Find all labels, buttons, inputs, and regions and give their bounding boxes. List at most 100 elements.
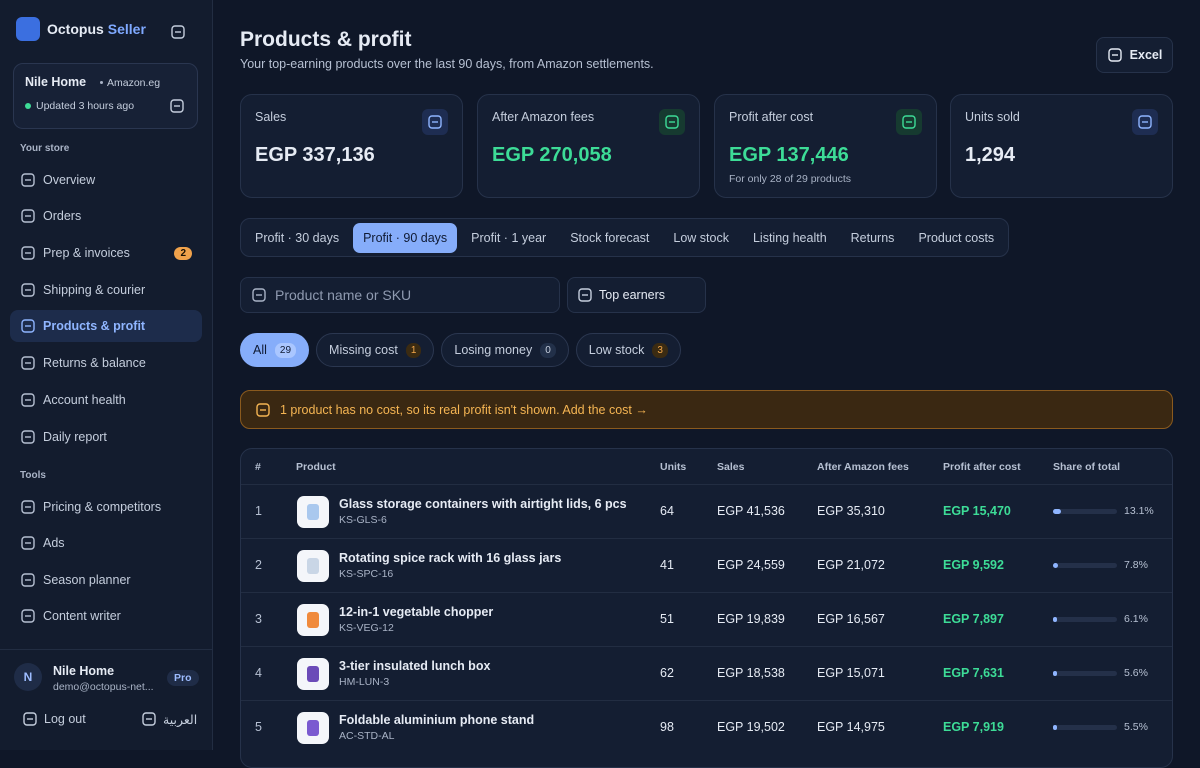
table-row[interactable]: 3 12-in-1 vegetable chopper KS-VEG-12 51 EGP…: [241, 592, 1172, 646]
product-thumbnail: [297, 604, 329, 636]
filter-chip[interactable]: Missing cost 1: [316, 333, 435, 367]
after-fees: EGP 14,975: [817, 720, 885, 734]
nav-label: Products & profit: [43, 319, 146, 333]
table-row[interactable]: 1 Glass storage containers with airtight …: [241, 484, 1172, 538]
store-card[interactable]: Nile Home Amazon.eg Updated 3 hours ago: [13, 63, 198, 129]
nav-label: Season planner: [43, 573, 131, 587]
icon: [1138, 115, 1152, 129]
tab[interactable]: Profit · 90 days: [353, 222, 458, 253]
nav-item[interactable]: Orders: [10, 200, 202, 232]
nav-label: Shipping & courier: [43, 283, 146, 297]
sort-label: Top earners: [599, 288, 666, 302]
tab[interactable]: Low stock: [673, 230, 729, 245]
product-name: Rotating spice rack with 16 glass jars: [339, 551, 562, 565]
brand-accent: Seller: [107, 21, 146, 37]
units: 64: [660, 504, 674, 518]
nav-item[interactable]: Products & profit: [10, 310, 202, 342]
product-sku: KS-GLS-6: [339, 514, 387, 526]
nav-item[interactable]: Content writer: [10, 600, 202, 632]
nav-item[interactable]: Daily report: [10, 421, 202, 453]
tab-bar: Profit · 30 days Profit · 90 days Profit ·…: [240, 218, 1010, 257]
icon: [21, 283, 35, 297]
table-row[interactable]: 5 Foldable aluminium phone stand AC-STD-AL…: [241, 700, 1172, 754]
kpi-card: Units sold 1,294: [950, 94, 1173, 198]
alert-text: 1 product has no cost, so its real profi…: [280, 402, 648, 417]
icon: [902, 115, 916, 129]
export-button[interactable]: Excel: [1096, 37, 1173, 73]
row-number: 3: [255, 612, 262, 626]
kpi-label: Profit after cost: [729, 110, 814, 124]
avatar: N: [14, 663, 42, 691]
sales: EGP 41,536: [717, 504, 785, 518]
filter-label: Missing cost: [329, 343, 398, 357]
icon: [428, 115, 442, 129]
kpi-value: EGP 270,058: [492, 144, 612, 166]
share-bar: [1053, 563, 1058, 568]
page-title: Products & profit: [240, 28, 412, 51]
filter-chip[interactable]: All 29: [240, 333, 310, 367]
section-title: Tools: [20, 470, 46, 481]
export-label: Excel: [1129, 48, 1163, 62]
tab[interactable]: Returns: [850, 230, 895, 245]
logout[interactable]: Log out: [22, 711, 86, 727]
share-label: 6.1%: [1124, 613, 1148, 625]
profit: EGP 7,919: [943, 720, 1004, 734]
share-bar: [1053, 509, 1062, 514]
table-row[interactable]: 2 Rotating spice rack with 16 glass jars K…: [241, 538, 1172, 592]
tab[interactable]: Stock forecast: [570, 230, 650, 245]
alert[interactable]: 1 product has no cost, so its real profi…: [240, 390, 1173, 429]
after-fees: EGP 16,567: [817, 612, 885, 626]
thumbnail-shape: [307, 720, 319, 736]
store-status: Updated 3 hours ago: [36, 100, 135, 112]
icon: [21, 209, 35, 223]
kpi-value: EGP 137,446: [729, 144, 849, 166]
product-sku: HM-LUN-3: [339, 676, 390, 688]
tab[interactable]: Product costs: [918, 230, 995, 245]
filter-chip[interactable]: Losing money 0: [441, 333, 569, 367]
store-marketplace: Amazon.eg: [107, 77, 161, 89]
nav-label: Daily report: [43, 430, 107, 444]
row-number: 5: [255, 720, 262, 734]
status-dot: [25, 103, 31, 109]
filter-count: 1: [405, 342, 422, 358]
filter-chip[interactable]: Low stock 3: [575, 333, 681, 367]
thumbnail-shape: [307, 612, 319, 628]
nav-item[interactable]: Pricing & competitors: [10, 491, 202, 523]
tab[interactable]: Profit · 30 days: [255, 230, 340, 245]
nav-item[interactable]: Overview: [10, 164, 202, 196]
nav-item[interactable]: Season planner: [10, 564, 202, 596]
column-header: Share of total: [1053, 461, 1121, 473]
kpi-label: After Amazon fees: [492, 110, 595, 124]
nav-label: Content writer: [43, 609, 121, 623]
nav-item[interactable]: Shipping & courier: [10, 274, 202, 306]
filter-count: 3: [652, 342, 668, 358]
kpi-note: For only 28 of 29 products: [729, 173, 851, 185]
table-row[interactable]: 4 3-tier insulated lunch box HM-LUN-3 62 EGP…: [241, 646, 1172, 700]
language[interactable]: العربية: [141, 711, 197, 727]
product-sku: AC-STD-AL: [339, 730, 395, 742]
nav-item[interactable]: Ads: [10, 527, 202, 559]
product-name: Foldable aluminium phone stand: [339, 713, 535, 727]
kpi-card: After Amazon fees EGP 270,058: [477, 94, 700, 198]
icon: [142, 712, 156, 726]
icon: [170, 99, 184, 113]
nav-item[interactable]: Returns & balance: [10, 347, 202, 379]
after-fees: EGP 21,072: [817, 558, 885, 572]
kpi-value: 1,294: [965, 144, 1016, 166]
nav-item[interactable]: Prep & invoices 2: [10, 237, 202, 269]
icon: [21, 536, 35, 550]
units: 41: [660, 558, 674, 572]
search-box[interactable]: Product name or SKU: [240, 277, 560, 313]
sort-select[interactable]: Top earners: [567, 277, 706, 313]
share-label: 5.5%: [1124, 721, 1148, 733]
row-number: 1: [255, 504, 262, 518]
brand: Octopus Seller: [47, 21, 146, 37]
filters: All 29 Missing cost 1 Losing money 0 Low stock…: [240, 333, 681, 367]
nav-item[interactable]: Account health: [10, 384, 202, 416]
sales: EGP 18,538: [717, 666, 785, 680]
tab[interactable]: Profit · 1 year: [471, 230, 547, 245]
filter-label: Low stock: [588, 343, 645, 357]
logo: [16, 17, 40, 41]
tab[interactable]: Listing health: [752, 230, 827, 245]
product-thumbnail: [297, 550, 329, 582]
